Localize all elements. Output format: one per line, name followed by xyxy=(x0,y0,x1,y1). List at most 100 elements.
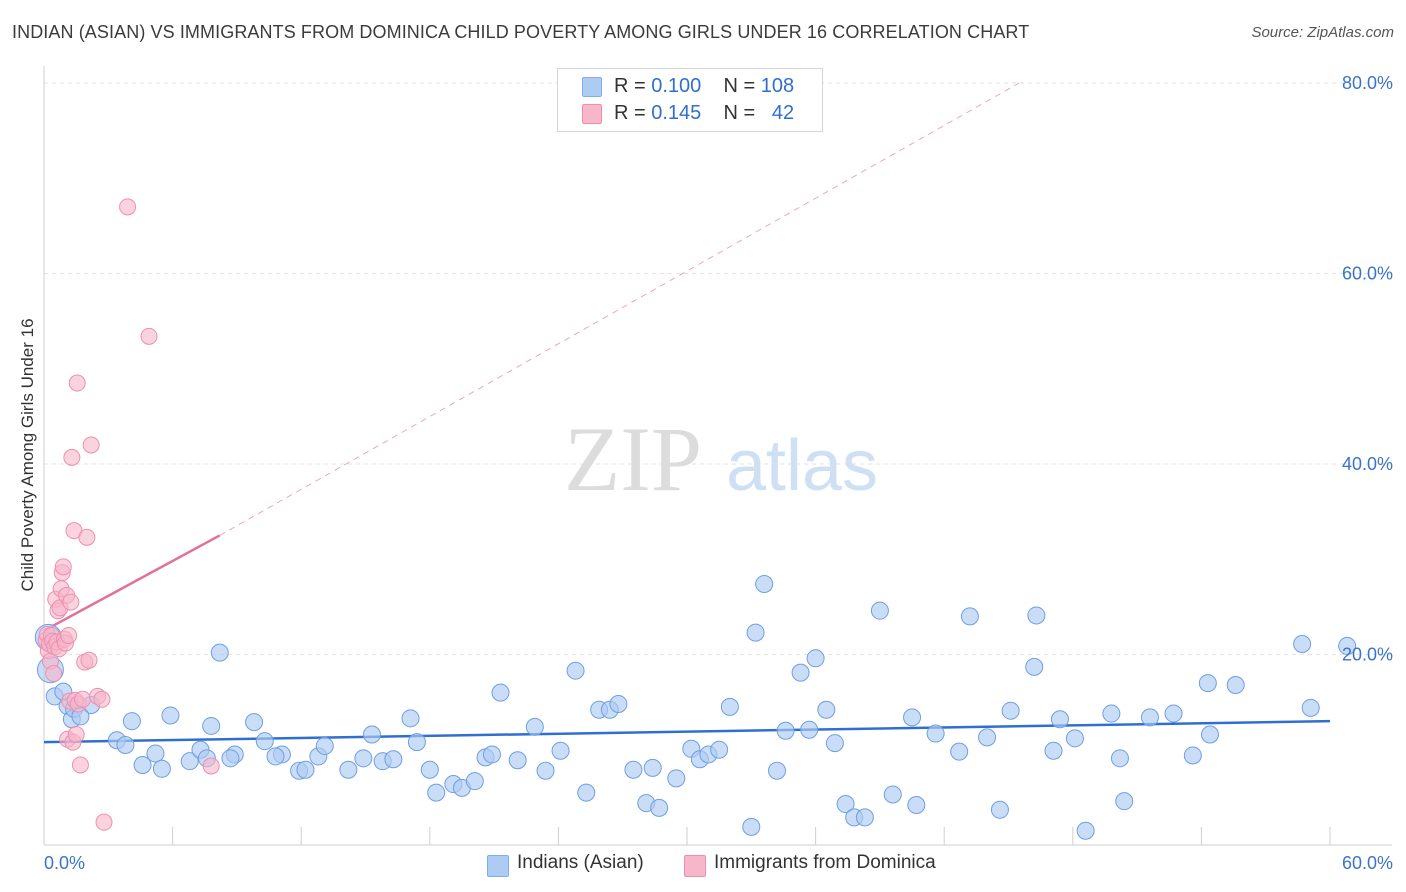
data-point-dominica xyxy=(67,726,85,744)
tick-labels: 20.0% 40.0% 60.0% 80.0% 0.0% 60.0% xyxy=(44,73,1393,873)
data-point-indians xyxy=(315,736,334,755)
legend-r-label: R = xyxy=(614,102,646,124)
data-point-indians xyxy=(339,760,358,779)
data-point-indians xyxy=(1115,792,1134,811)
data-point-indians xyxy=(401,709,420,728)
data-point-dominica xyxy=(68,374,86,392)
series-indians-asian xyxy=(34,575,1357,840)
data-point-dominica xyxy=(95,813,113,831)
data-point-indians xyxy=(990,800,1009,819)
y-tick-label: 80.0% xyxy=(1342,73,1393,93)
data-point-indians xyxy=(609,695,628,714)
data-point-indians xyxy=(255,732,274,751)
data-point-dominica xyxy=(63,448,81,466)
data-point-dominica xyxy=(78,528,96,546)
data-point-indians xyxy=(133,755,152,774)
bottom-legend-swatch-blue xyxy=(487,855,509,877)
data-point-indians xyxy=(1164,704,1183,723)
legend-swatch-pink xyxy=(582,104,602,124)
data-point-dominica xyxy=(202,757,220,775)
data-point-indians xyxy=(1338,636,1357,655)
axes xyxy=(43,66,1392,846)
grid-lines xyxy=(44,82,1392,655)
data-point-indians xyxy=(491,683,510,702)
data-point-indians xyxy=(566,661,585,680)
data-point-indians xyxy=(116,735,135,754)
data-point-dominica xyxy=(71,756,89,774)
data-point-indians xyxy=(825,734,844,753)
data-point-indians xyxy=(296,760,315,779)
data-point-indians xyxy=(152,759,171,778)
data-point-indians xyxy=(1065,729,1084,748)
data-point-indians xyxy=(903,708,922,727)
y-tick-label: 20.0% xyxy=(1342,645,1393,665)
legend-swatch-blue xyxy=(582,77,602,97)
data-point-dominica xyxy=(82,436,100,454)
data-point-dominica xyxy=(54,558,72,576)
data-point-indians xyxy=(746,623,765,642)
y-axis-label: Child Poverty Among Girls Under 16 xyxy=(18,318,37,592)
data-point-indians xyxy=(161,706,180,725)
data-point-indians xyxy=(180,752,199,771)
watermark-zip: ZIP xyxy=(564,408,702,510)
data-point-indians xyxy=(508,751,527,770)
data-point-indians xyxy=(577,783,596,802)
data-point-indians xyxy=(1301,698,1320,717)
data-point-indians xyxy=(407,733,426,752)
data-point-indians xyxy=(202,716,221,735)
legend-r-value: 0.145 xyxy=(651,102,702,124)
data-point-indians xyxy=(855,808,874,827)
data-point-indians xyxy=(755,575,774,594)
trend-line-dominica xyxy=(43,534,221,632)
data-point-indians xyxy=(482,745,501,764)
data-point-indians xyxy=(1198,674,1217,693)
trend-line-indians xyxy=(43,719,1331,744)
source-label: Source: ZipAtlas.com xyxy=(1251,24,1394,41)
data-point-indians xyxy=(776,721,795,740)
data-point-indians xyxy=(870,601,889,620)
data-point-indians xyxy=(720,697,739,716)
x-tick-label: 60.0% xyxy=(1342,853,1393,873)
chart-title: INDIAN (ASIAN) VS IMMIGRANTS FROM DOMINI… xyxy=(12,22,1030,42)
data-point-indians xyxy=(266,747,285,766)
data-point-indians xyxy=(978,728,997,747)
data-point-indians xyxy=(791,663,810,682)
watermark-atlas: atlas xyxy=(726,426,878,506)
data-point-indians xyxy=(817,700,836,719)
legend: R = 0.100 N = 108 R = 0.145 N = 42 xyxy=(557,68,823,132)
data-point-indians xyxy=(907,795,926,814)
data-point-indians xyxy=(551,741,570,760)
data-point-indians xyxy=(427,783,446,802)
y-tick-label: 60.0% xyxy=(1342,264,1393,284)
bottom-legend-label: Immigrants from Dominica xyxy=(714,852,936,873)
data-point-indians xyxy=(710,740,729,759)
bottom-legend-swatch-pink xyxy=(684,855,706,877)
data-point-indians xyxy=(1226,675,1245,694)
legend-r-value: 0.100 xyxy=(651,75,702,97)
y-tick-label: 40.0% xyxy=(1342,454,1393,474)
data-point-dominica xyxy=(45,665,63,683)
data-point-indians xyxy=(950,742,969,761)
data-point-indians xyxy=(1140,708,1159,727)
data-point-indians xyxy=(1001,701,1020,720)
data-point-indians xyxy=(800,720,819,739)
legend-n-value: 42 xyxy=(771,102,795,124)
data-point-dominica xyxy=(119,198,137,216)
data-point-indians xyxy=(1183,746,1202,765)
data-point-indians xyxy=(384,750,403,769)
data-point-indians xyxy=(1044,741,1063,760)
bottom-legend: Indians (Asian) Immigrants from Dominica xyxy=(0,852,1406,878)
data-point-indians xyxy=(650,798,669,817)
data-point-indians xyxy=(146,744,165,763)
data-point-indians xyxy=(210,643,229,662)
data-point-indians xyxy=(883,785,902,804)
data-point-indians xyxy=(122,712,141,731)
data-point-indians xyxy=(420,760,439,779)
data-point-indians xyxy=(806,649,825,668)
data-point-indians xyxy=(1027,606,1046,625)
data-point-indians xyxy=(643,758,662,777)
data-point-dominica xyxy=(140,327,158,345)
data-point-indians xyxy=(465,772,484,791)
data-point-indians xyxy=(667,769,686,788)
